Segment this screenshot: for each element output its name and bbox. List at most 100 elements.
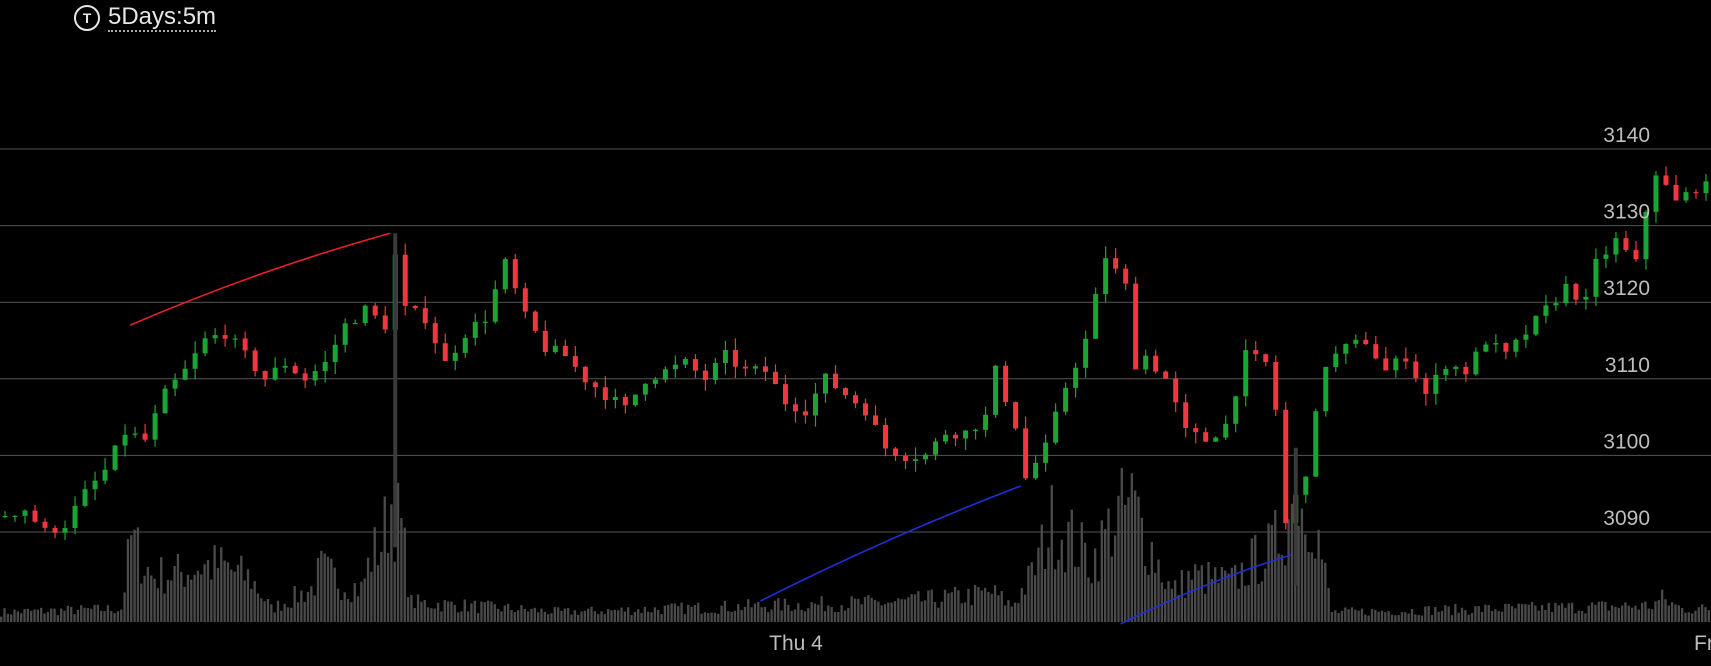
volume-bar [1103,529,1107,622]
volume-bar [610,610,613,622]
volume-bar [493,604,496,622]
volume-bar [1457,612,1460,622]
volume-bar [1607,610,1610,622]
volume-bar [1684,612,1687,622]
volume-bar [133,529,136,622]
candle-down [1123,268,1129,284]
volume-bar [1050,485,1053,622]
volume-bar [1504,603,1507,622]
period-selector[interactable]: 5Days:5m [108,3,217,32]
volume-bar [346,599,350,622]
volume-bar [263,601,266,622]
volume-bar [853,598,857,622]
volume-bar [550,613,553,622]
volume-bar [617,610,620,622]
volume-bar [380,551,383,622]
volume-bar [987,591,990,622]
volume-bar [13,609,16,622]
volume-bar [1567,603,1570,622]
volume-bar [410,594,413,622]
volume-bar [386,553,390,622]
volume-bar [1013,602,1017,622]
candle-up [722,350,728,363]
volume-bar [1590,602,1594,622]
volume-bar [396,482,400,622]
volume-bar [1254,534,1257,622]
volume-bar [1350,607,1354,622]
volume-bar [1480,611,1484,622]
volume-bar [1410,608,1414,622]
volume-bar [670,603,673,622]
volume-bar [917,591,920,622]
volume-bar [86,608,90,622]
volume-bar [1434,607,1437,622]
candle-down [222,335,228,339]
volume-bar [953,586,957,622]
volume-bar [1000,591,1003,622]
volume-bar [393,561,396,622]
volume-bar [120,609,123,622]
volume-bar [83,607,86,622]
volume-bar [1664,599,1667,622]
volume-bar [1204,593,1207,622]
candle-down [42,521,48,528]
candle-down [582,366,588,383]
volume-bar [156,588,160,622]
candle-down [1113,258,1119,269]
volume-bar [1547,602,1550,622]
volume-bar [907,597,910,622]
volume-bar [1450,615,1454,622]
volume-bar [1280,554,1284,622]
volume-bar [800,609,803,622]
volume-bar [730,611,733,622]
volume-bar [580,611,583,622]
volume-bar [1093,548,1097,622]
volume-bar [1364,614,1367,622]
candle-down [32,510,38,522]
volume-bar [710,612,713,622]
candle-up [1223,423,1229,438]
volume-bar [390,504,393,622]
candle-up [1433,374,1439,394]
volume-bar [600,611,603,622]
volume-bar [460,611,463,622]
volume-bar [773,600,777,622]
candle-up [82,489,88,506]
volume-bar [73,614,76,622]
candle-down [1273,362,1279,410]
volume-bar [280,610,283,622]
candle-up [1523,334,1529,340]
x-tick-label: Thu 4 [769,632,823,655]
volume-bar [373,527,376,622]
volume-bar [270,604,273,622]
candle-up [1103,258,1109,295]
volume-bar [1400,612,1404,622]
volume-bar [1100,520,1103,622]
volume-bar [1357,610,1360,622]
volume-bar [1584,613,1587,622]
timeframe-icon[interactable]: T [74,5,100,31]
candle-down [1193,428,1199,433]
volume-bar [216,568,220,622]
volume-bar [1554,602,1557,622]
volume-bar [1524,604,1527,622]
volume-bar [26,608,30,622]
volume-bar [1600,601,1604,622]
volume-bar [963,602,967,622]
volume-bar [780,610,783,622]
volume-bar [1604,602,1607,622]
volume-bar [1250,538,1254,622]
volume-bar [1494,609,1497,622]
volume-bar [1003,605,1007,622]
candle-up [963,430,969,439]
volume-bar [1190,579,1194,622]
volume-bar [46,612,50,622]
candle-up [312,371,318,381]
candle-down [1403,358,1409,362]
volume-bar [1627,605,1630,622]
candle-up [72,505,78,529]
candle-down [863,403,869,416]
candle-up [232,338,238,340]
volume-bar [50,608,53,622]
